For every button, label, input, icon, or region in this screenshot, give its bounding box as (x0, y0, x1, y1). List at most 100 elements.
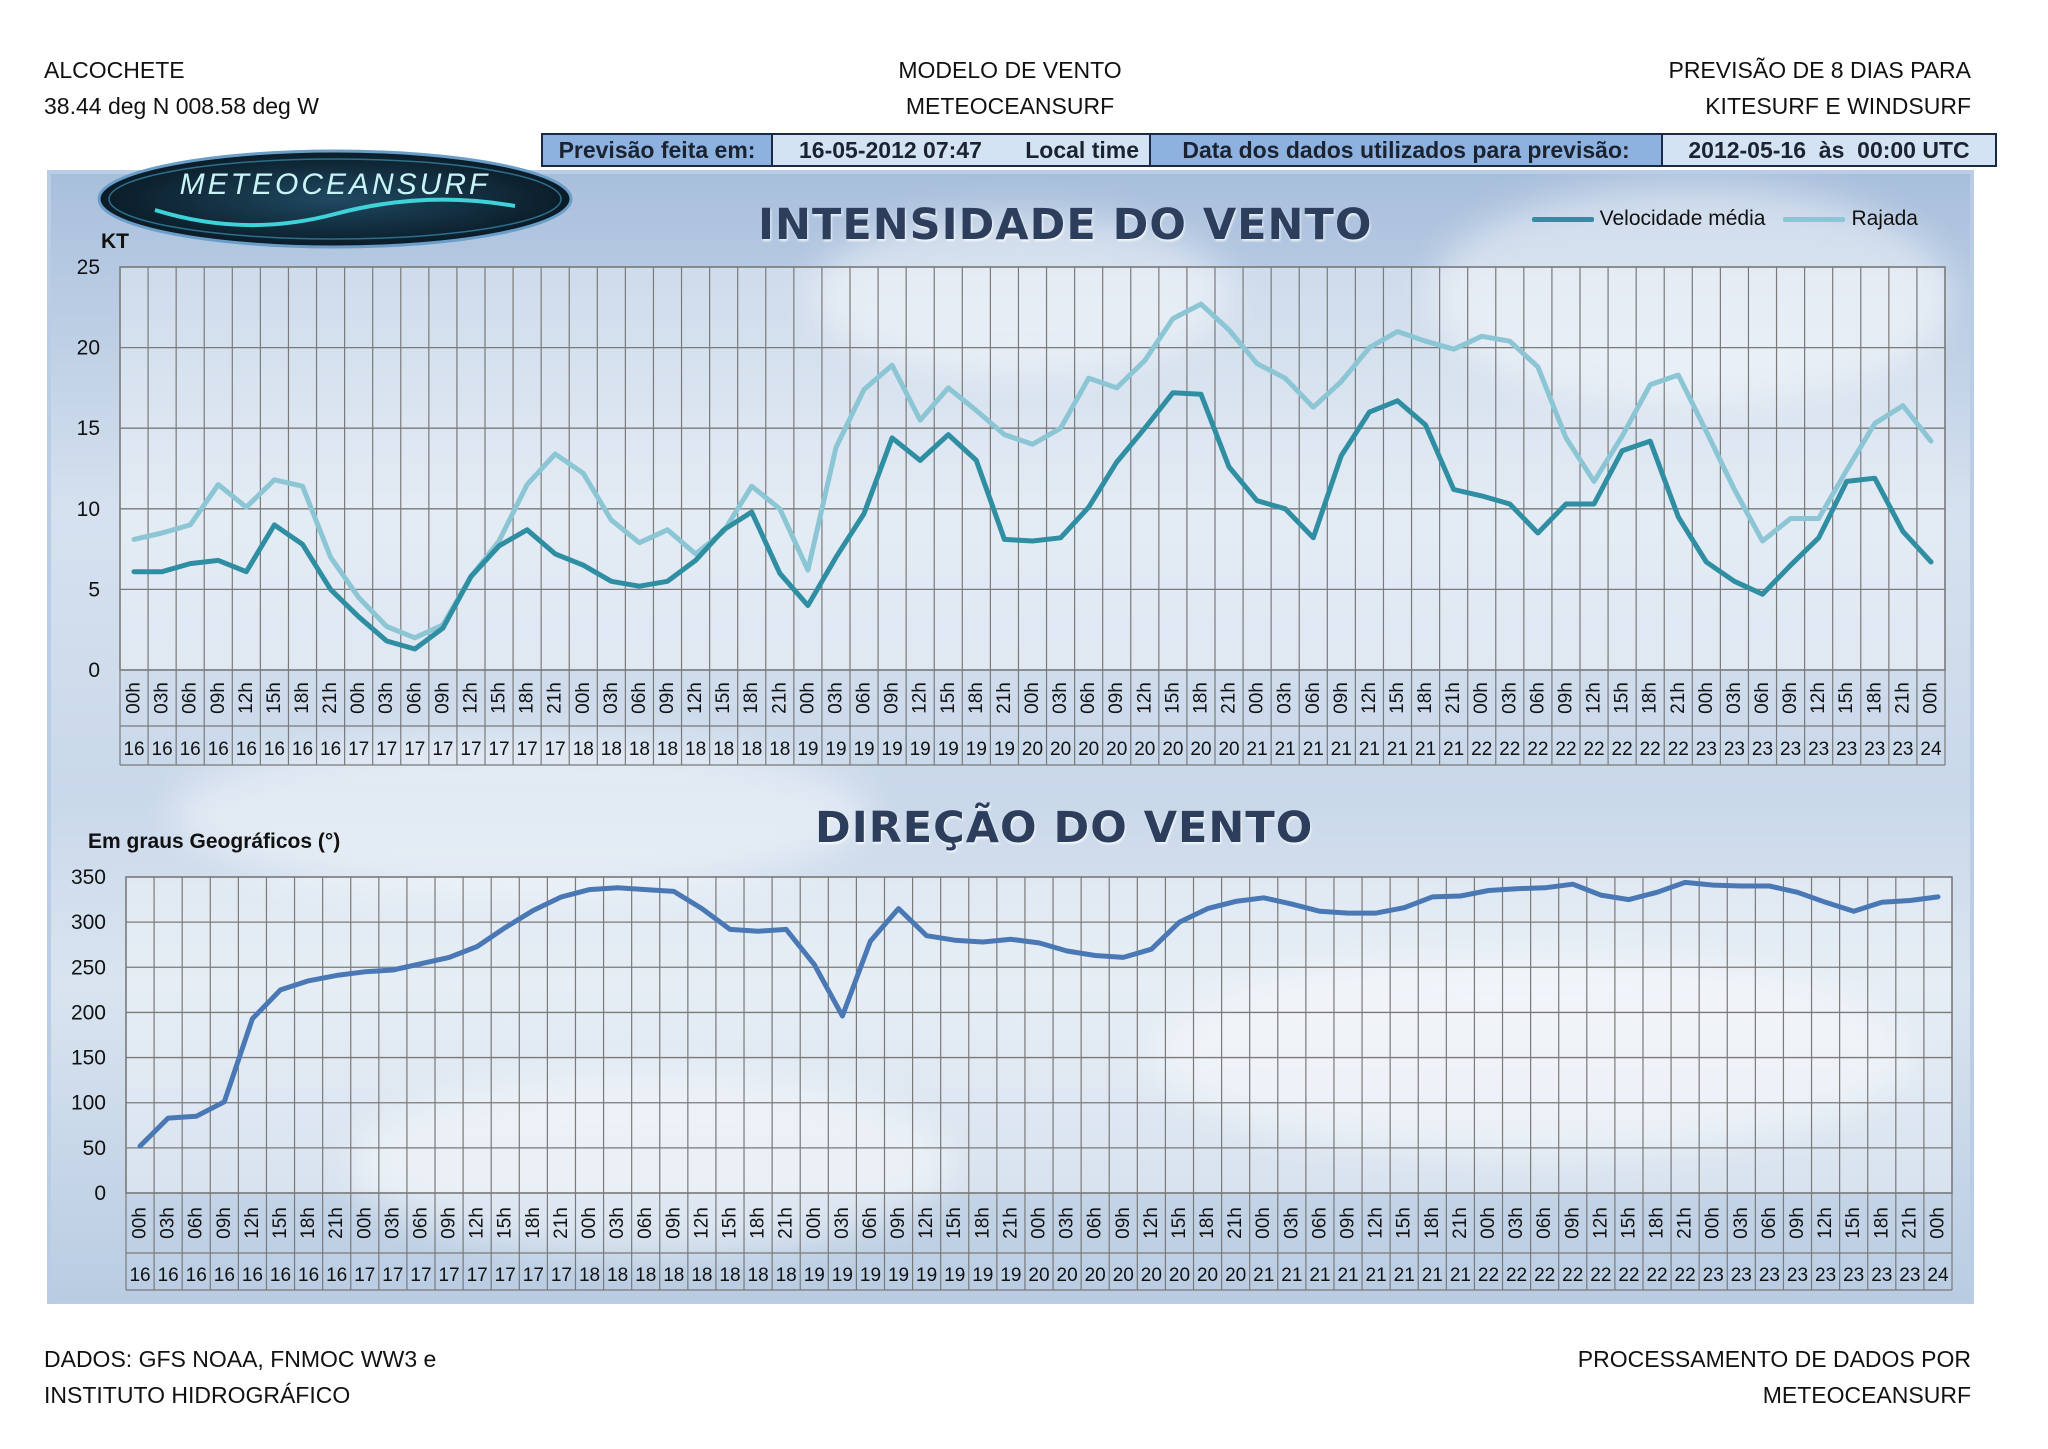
direction-day-label: 16 (186, 1265, 207, 1286)
direction-hour-label: 09h (888, 1207, 909, 1239)
direction-hour-label: 03h (1057, 1207, 1078, 1239)
processing-footer: PROCESSAMENTO DE DADOS POR METEOCEANSURF (1578, 1341, 1971, 1413)
direction-y-tick-label: 100 (71, 1092, 106, 1115)
direction-day-label: 16 (214, 1265, 235, 1286)
speed-hour-label: 00h (1022, 682, 1043, 714)
direction-day-label: 22 (1562, 1265, 1583, 1286)
speed-hour-label: 18h (966, 682, 987, 714)
direction-y-tick-label: 150 (71, 1047, 106, 1070)
direction-day-label: 23 (1843, 1265, 1864, 1286)
direction-day-label: 20 (1028, 1265, 1049, 1286)
speed-hour-label: 18h (517, 682, 538, 714)
speed-day-label: 21 (1359, 739, 1380, 760)
speed-hour-label: 21h (1668, 682, 1689, 714)
direction-day-label: 23 (1815, 1265, 1836, 1286)
processing-line1: PROCESSAMENTO DE DADOS POR (1577, 1346, 1971, 1372)
speed-series-line-2 (131, 301, 1934, 641)
direction-day-label: 16 (298, 1265, 319, 1286)
speed-hour-label: 03h (825, 682, 846, 714)
speed-day-label: 21 (1275, 739, 1296, 760)
direction-day-label: 22 (1590, 1265, 1611, 1286)
speed-day-label: 23 (1808, 739, 1829, 760)
location-header: ALCOCHETE 38.44 deg N 008.58 deg W (44, 52, 319, 124)
direction-day-label: 20 (1085, 1265, 1106, 1286)
direction-hour-label: 15h (944, 1207, 965, 1239)
legend-item-mean: Velocidade média (1531, 207, 1765, 231)
direction-day-label: 21 (1394, 1265, 1415, 1286)
direction-day-label: 19 (804, 1265, 825, 1286)
direction-y-tick-label: 350 (71, 866, 106, 889)
direction-hour-label: 06h (635, 1207, 656, 1239)
speed-y-tick-label: 20 (77, 337, 100, 360)
direction-day-label: 17 (382, 1265, 403, 1286)
speed-day-label: 18 (573, 739, 594, 760)
speed-day-label: 21 (1415, 739, 1436, 760)
direction-day-label: 18 (748, 1265, 769, 1286)
forecast-made-datetime: 16-05-2012 07:47 (799, 136, 982, 163)
direction-day-label: 18 (579, 1265, 600, 1286)
direction-hour-label: 18h (972, 1207, 993, 1239)
direction-day-label: 17 (495, 1265, 516, 1286)
direction-hour-label: 03h (382, 1207, 403, 1239)
speed-day-label: 23 (1696, 739, 1717, 760)
direction-day-label: 19 (916, 1265, 937, 1286)
forecast-made-label: Previsão feita em: (543, 135, 773, 165)
direction-hour-label: 06h (860, 1207, 881, 1239)
direction-hour-label: 21h (1000, 1207, 1021, 1239)
direction-day-label: 19 (944, 1265, 965, 1286)
direction-day-label: 17 (523, 1265, 544, 1286)
speed-hour-label: 15h (1836, 682, 1857, 714)
direction-day-label: 16 (270, 1265, 291, 1286)
speed-hour-label: 03h (1050, 682, 1071, 714)
speed-day-label: 16 (320, 739, 341, 760)
speed-hour-label: 06h (1078, 682, 1099, 714)
direction-hour-label: 12h (1815, 1207, 1836, 1239)
direction-hour-label: 00h (1703, 1207, 1724, 1239)
direction-day-label: 17 (410, 1265, 431, 1286)
speed-day-label: 17 (488, 739, 509, 760)
speed-day-label: 18 (769, 739, 790, 760)
model-title: MODELO DE VENTO (898, 57, 1122, 83)
direction-day-label: 17 (467, 1265, 488, 1286)
speed-day-label: 23 (1780, 739, 1801, 760)
direction-hour-label: 18h (1422, 1207, 1443, 1239)
direction-day-label: 16 (129, 1265, 150, 1286)
direction-hour-label: 09h (439, 1207, 460, 1239)
direction-day-label: 19 (972, 1265, 993, 1286)
speed-day-label: 20 (1078, 739, 1099, 760)
speed-hour-label: 12h (910, 682, 931, 714)
direction-day-label: 20 (1113, 1265, 1134, 1286)
direction-day-label: 20 (1057, 1265, 1078, 1286)
speed-hour-label: 12h (1134, 682, 1155, 714)
direction-hour-label: 09h (1113, 1207, 1134, 1239)
speed-day-label: 21 (1387, 739, 1408, 760)
direction-day-label: 21 (1422, 1265, 1443, 1286)
direction-day-label: 19 (832, 1265, 853, 1286)
direction-hour-label: 15h (1169, 1207, 1190, 1239)
direction-chart-title: DIREÇÃO DO VENTO (815, 803, 1314, 853)
speed-hour-label: 12h (1584, 682, 1605, 714)
model-header: MODELO DE VENTO METEOCEANSURF (780, 52, 1240, 124)
speed-hour-label: 18h (1415, 682, 1436, 714)
speed-hour-label: 06h (180, 682, 201, 714)
speed-day-label: 23 (1864, 739, 1885, 760)
direction-hour-label: 12h (242, 1207, 263, 1239)
forecast-made-value: 16-05-2012 07:47 Local time (773, 135, 1151, 165)
speed-day-label: 19 (825, 739, 846, 760)
speed-day-label: 16 (292, 739, 313, 760)
direction-hour-label: 12h (1366, 1207, 1387, 1239)
cloud-decoration (171, 734, 871, 894)
speed-hour-label: 18h (1864, 682, 1885, 714)
direction-hour-label: 18h (298, 1207, 319, 1239)
direction-hour-label: 03h (1506, 1207, 1527, 1239)
direction-day-label: 23 (1731, 1265, 1752, 1286)
speed-hour-label: 00h (1471, 682, 1492, 714)
direction-hour-label: 15h (1843, 1207, 1864, 1239)
processing-line2: METEOCEANSURF (1762, 1382, 1971, 1408)
model-brand: METEOCEANSURF (905, 93, 1115, 119)
cloud-decoration (1431, 184, 1951, 404)
speed-hour-label: 03h (601, 682, 622, 714)
speed-day-label: 22 (1555, 739, 1576, 760)
direction-day-label: 19 (888, 1265, 909, 1286)
speed-hour-label: 00h (1920, 682, 1941, 714)
